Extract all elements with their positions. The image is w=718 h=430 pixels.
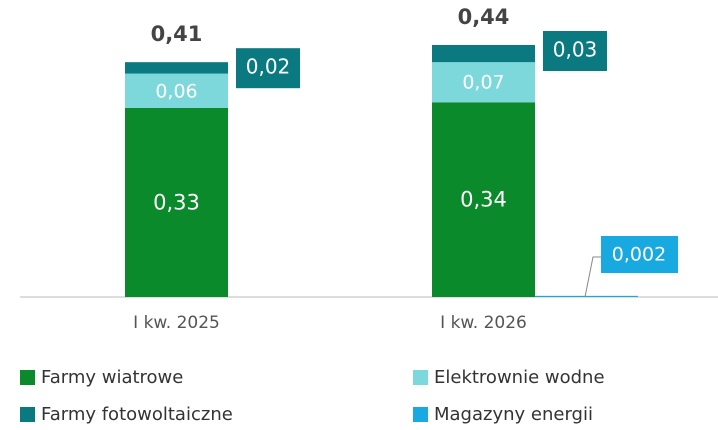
x-tick-label: I kw. 2025 <box>133 313 220 333</box>
legend-label: Magazyny energii <box>434 404 593 425</box>
bar-segment <box>125 108 228 297</box>
leader-line <box>584 256 601 298</box>
total-label: 0,41 <box>151 22 203 46</box>
total-label: 0,44 <box>458 5 510 29</box>
label-box <box>543 31 607 71</box>
value-label: 0,06 <box>155 80 197 102</box>
legend-swatch <box>20 407 35 422</box>
legend-label: Farmy fotowoltaiczne <box>41 404 233 425</box>
bar-segment <box>535 295 638 297</box>
value-label: 0,002 <box>612 244 666 266</box>
label-box <box>236 48 300 89</box>
label-box <box>601 236 678 273</box>
value-label: 0,33 <box>153 191 200 215</box>
legend-swatch <box>20 370 35 385</box>
bar-segment <box>432 102 535 297</box>
legend-label: Farmy wiatrowe <box>41 367 183 388</box>
value-label: 0,34 <box>460 188 507 212</box>
bar-segment <box>432 45 535 63</box>
value-label: 0,03 <box>553 38 598 62</box>
value-label: 0,07 <box>462 72 504 94</box>
legend-label: Elektrownie wodne <box>434 367 605 388</box>
bar-segment <box>125 62 228 74</box>
x-tick-label: I kw. 2026 <box>440 313 527 333</box>
value-label: 0,02 <box>246 55 291 79</box>
legend-swatch <box>413 370 428 385</box>
bar-segment <box>432 62 535 103</box>
bar-segment <box>125 73 228 108</box>
legend-swatch <box>413 407 428 422</box>
